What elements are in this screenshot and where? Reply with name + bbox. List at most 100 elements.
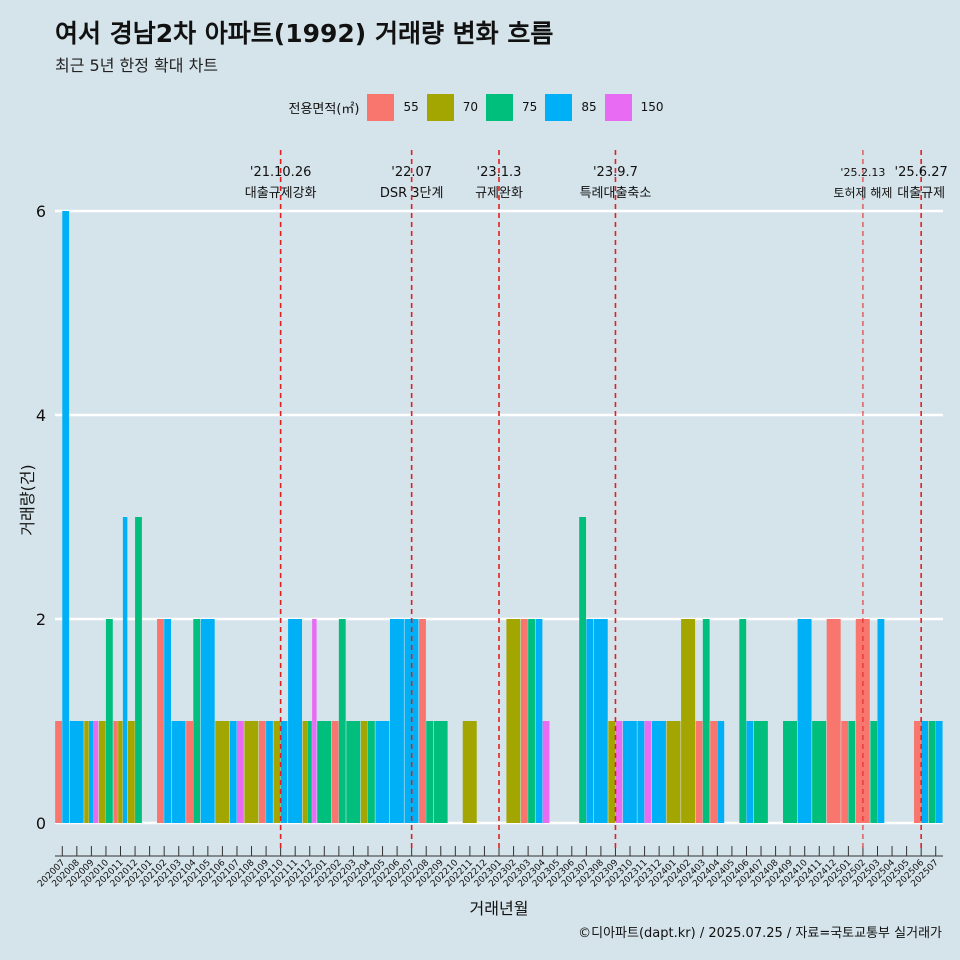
bar-202011-55 xyxy=(113,721,118,823)
chart-title: 여서 경남2차 아파트(1992) 거래량 변화 흐름 xyxy=(55,19,554,48)
legend-item-150: 150 xyxy=(604,93,664,121)
bar-202506-85 xyxy=(921,721,928,823)
legend-swatch-55 xyxy=(367,93,395,121)
bar-202007-85 xyxy=(62,211,70,823)
bar-202208-75 xyxy=(426,721,434,823)
bar-202503-75 xyxy=(870,721,878,823)
bar-202308-85 xyxy=(593,619,608,823)
bar-202009-85 xyxy=(89,721,94,823)
bar-202007-55 xyxy=(55,721,62,823)
bar-202011-70 xyxy=(118,721,123,823)
bar-202112-75 xyxy=(307,721,312,823)
y-tick-label: 4 xyxy=(36,406,46,425)
chart-subtitle: 최근 5년 한정 확대 차트 xyxy=(55,56,219,75)
legend-label-75: 75 xyxy=(522,100,538,114)
bar-202501-55 xyxy=(841,721,849,823)
bar-202507-85 xyxy=(935,721,943,823)
bar-202112-150 xyxy=(312,619,317,823)
event-date-202207: '22.07 xyxy=(391,165,432,180)
event-label-202506: 대출규제 xyxy=(897,186,945,201)
legend-label-150: 150 xyxy=(640,100,664,114)
bar-202206-85 xyxy=(389,619,404,823)
event-label-202207: DSR 3단계 xyxy=(380,186,444,201)
bar-202307-85 xyxy=(586,619,594,823)
bar-202501-75 xyxy=(848,721,856,823)
bar-202407-75 xyxy=(753,721,768,823)
bar-202406-85 xyxy=(746,721,754,823)
legend: 전용면적(㎡) 55 70 75 85 150 xyxy=(0,92,960,122)
y-tick-label: 0 xyxy=(36,814,46,833)
bar-202409-75 xyxy=(783,721,797,823)
bar-202009-70 xyxy=(84,721,89,823)
bar-202204-70 xyxy=(360,721,368,823)
bar-202406-75 xyxy=(739,619,747,823)
y-axis-title: 거래량(건) xyxy=(18,464,37,535)
bar-202311-150 xyxy=(644,721,652,823)
bar-202104-55 xyxy=(186,721,193,823)
bar-202403-75 xyxy=(702,619,710,823)
bar-202410-85 xyxy=(797,619,812,823)
bar-202309-70 xyxy=(608,721,616,823)
bar-202104-75 xyxy=(193,619,201,823)
bar-202310-85 xyxy=(622,721,637,823)
bar-202311-85 xyxy=(637,721,645,823)
bar-202111-85 xyxy=(288,619,303,823)
bar-202109-55 xyxy=(258,721,266,823)
bar-202102-85 xyxy=(164,619,172,823)
bar-202209-75 xyxy=(433,721,448,823)
bar-202105-85 xyxy=(200,619,215,823)
legend-swatch-150 xyxy=(604,93,632,121)
event-label-202301: 규제완화 xyxy=(475,186,523,201)
event-label-202502: 토허제 해제 xyxy=(833,186,892,200)
bar-202010-75 xyxy=(105,619,113,823)
legend-label-55: 55 xyxy=(403,100,419,114)
legend-item-70: 70 xyxy=(426,93,478,121)
bar-202309-150 xyxy=(615,721,623,823)
bar-202411-75 xyxy=(812,721,827,823)
bar-202102-55 xyxy=(157,619,164,823)
bar-202009-150 xyxy=(93,721,99,823)
bar-202012-70 xyxy=(127,721,135,823)
bar-202010-70 xyxy=(98,721,106,823)
bar-202303-55 xyxy=(520,619,528,823)
bar-202302-70 xyxy=(506,619,521,823)
bar-202106-70 xyxy=(215,721,230,823)
event-date-202502: '25.2.13 xyxy=(840,166,885,179)
bar-202404-85 xyxy=(717,721,725,823)
bar-202412-55 xyxy=(826,619,841,823)
legend-item-55: 55 xyxy=(367,93,419,121)
bar-202404-55 xyxy=(710,721,718,823)
event-date-202110: '21.10.26 xyxy=(250,165,311,180)
legend-swatch-75 xyxy=(486,93,514,121)
bar-202208-55 xyxy=(419,619,426,823)
bar-202202-75 xyxy=(338,619,346,823)
event-label-202309: 특례대출축소 xyxy=(580,186,652,201)
x-axis-title: 거래년월 xyxy=(470,899,529,918)
bar-202109-85 xyxy=(266,721,273,823)
bar-202110-85 xyxy=(280,721,288,823)
bar-202103-85 xyxy=(171,721,186,823)
event-date-202301: '23.1.3 xyxy=(477,165,522,180)
legend-swatch-85 xyxy=(545,93,573,121)
bar-202112-70 xyxy=(302,721,308,823)
bar-202307-75 xyxy=(579,517,587,823)
bar-202304-150 xyxy=(542,721,550,823)
legend-swatch-70 xyxy=(426,93,454,121)
y-tick-label: 6 xyxy=(36,202,46,221)
bar-202503-85 xyxy=(877,619,885,823)
bar-202110-70 xyxy=(273,721,281,823)
bar-202303-75 xyxy=(528,619,535,823)
bar-202012-75 xyxy=(135,517,142,823)
bar-202108-70 xyxy=(244,721,259,823)
bar-202201-75 xyxy=(317,721,332,823)
bar-202312-85 xyxy=(651,721,666,823)
event-date-202309: '23.9.7 xyxy=(593,165,638,180)
legend-item-85: 85 xyxy=(545,93,597,121)
bar-202401-70 xyxy=(666,721,681,823)
bar-202107-150 xyxy=(236,721,244,823)
source-caption: ©디아파트(dapt.kr) / 2025.07.25 / 자료=국토교통부 실… xyxy=(578,926,942,941)
bar-202011-85 xyxy=(122,517,128,823)
bar-202211-70 xyxy=(462,721,477,823)
bar-202205-85 xyxy=(375,721,390,823)
